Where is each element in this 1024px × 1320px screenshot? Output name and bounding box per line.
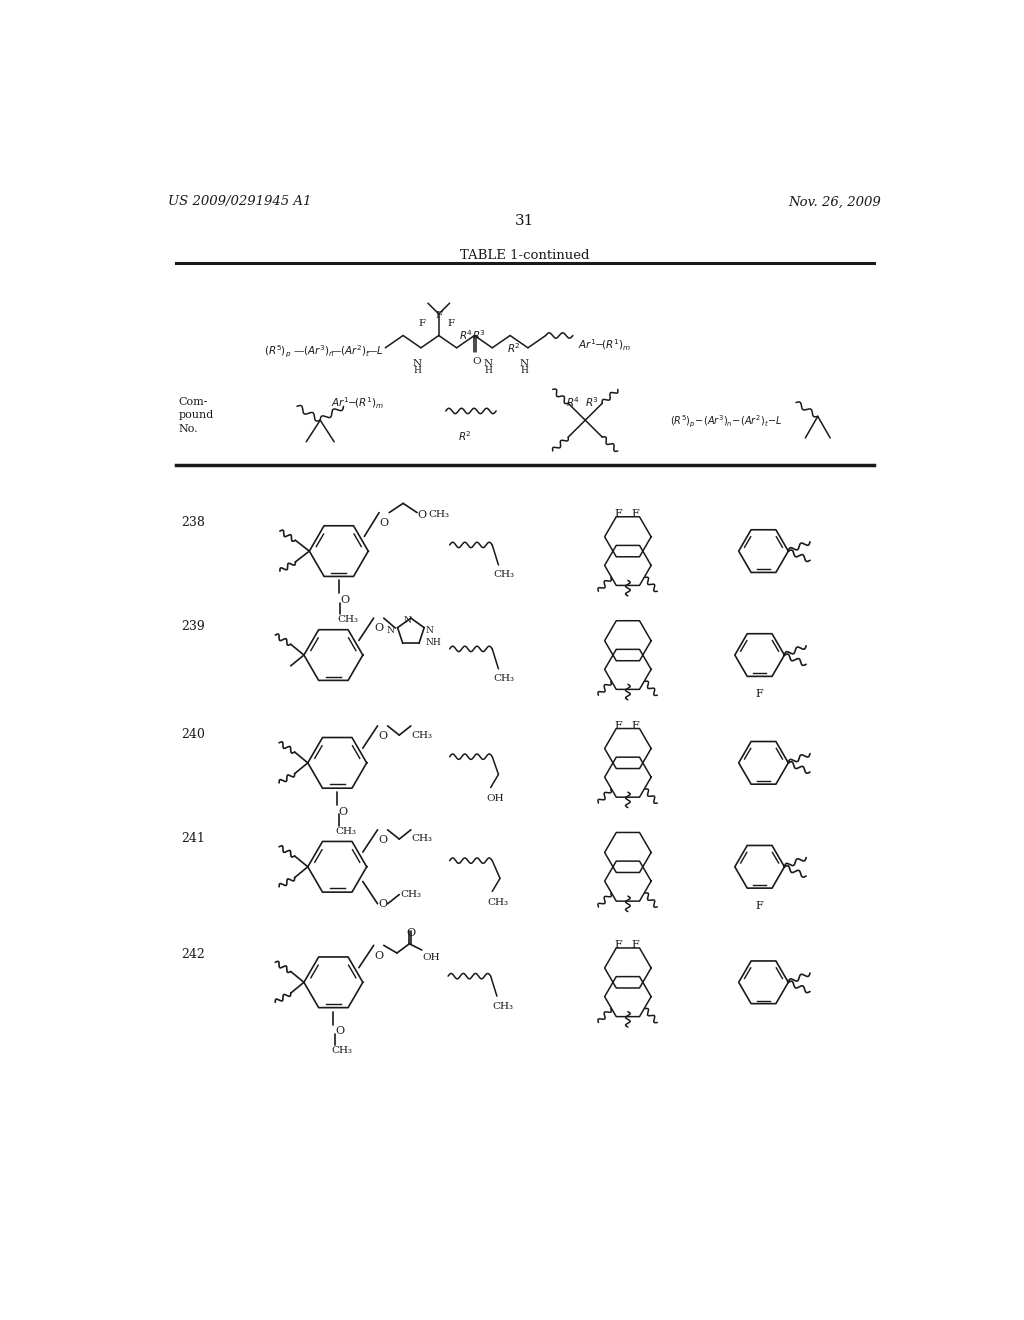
Text: CH₃: CH₃	[428, 511, 449, 519]
Text: $(R^5)_p$: $(R^5)_p$	[263, 345, 291, 360]
Text: CH₃: CH₃	[336, 826, 356, 836]
Text: CH₃: CH₃	[412, 834, 433, 843]
Text: $R^4$: $R^4$	[459, 327, 473, 342]
Text: $—L$: $—L$	[366, 345, 383, 356]
Text: F: F	[614, 721, 623, 731]
Text: 241: 241	[180, 832, 205, 845]
Text: O: O	[378, 899, 387, 909]
Text: H: H	[484, 366, 493, 375]
Text: TABLE 1-continued: TABLE 1-continued	[460, 249, 590, 263]
Text: CH₃: CH₃	[494, 570, 515, 579]
Text: H: H	[413, 366, 421, 375]
Text: F: F	[632, 721, 640, 731]
Text: CH₃: CH₃	[337, 615, 358, 624]
Text: $—(Ar^2)_t$: $—(Ar^2)_t$	[331, 345, 371, 359]
Text: OH: OH	[486, 793, 504, 803]
Text: F: F	[632, 510, 640, 519]
Text: F: F	[418, 318, 425, 327]
Text: Com-
pound
No.: Com- pound No.	[178, 397, 214, 433]
Text: N: N	[519, 359, 528, 367]
Text: NH: NH	[426, 638, 441, 647]
Text: O: O	[378, 836, 387, 845]
Text: 240: 240	[180, 729, 205, 742]
Text: F: F	[614, 510, 623, 519]
Text: O: O	[335, 1026, 344, 1036]
Text: $R^2$: $R^2$	[507, 342, 521, 355]
Text: CH₃: CH₃	[494, 675, 515, 684]
Text: $—(Ar^3)_n$: $—(Ar^3)_n$	[293, 345, 335, 359]
Text: 242: 242	[180, 948, 205, 961]
Text: Nov. 26, 2009: Nov. 26, 2009	[788, 195, 882, 209]
Text: $Ar^1\!\!-\!\!(R^1)_m$: $Ar^1\!\!-\!\!(R^1)_m$	[578, 338, 631, 354]
Text: N: N	[403, 615, 411, 624]
Text: $Ar^1\!\!-\!\!(R^1)_m$: $Ar^1\!\!-\!\!(R^1)_m$	[331, 396, 384, 411]
Text: O: O	[339, 807, 348, 817]
Text: O: O	[375, 623, 384, 634]
Text: US 2009/0291945 A1: US 2009/0291945 A1	[168, 195, 311, 209]
Text: $R^4$: $R^4$	[566, 396, 580, 409]
Text: O: O	[407, 928, 416, 939]
Text: N: N	[413, 359, 422, 367]
Text: O: O	[340, 595, 349, 605]
Text: OH: OH	[423, 953, 440, 962]
Text: O: O	[378, 731, 387, 742]
Text: F: F	[447, 318, 455, 327]
Text: 238: 238	[180, 516, 205, 529]
Text: O: O	[417, 511, 426, 520]
Text: F: F	[756, 689, 764, 698]
Text: H: H	[520, 366, 528, 375]
Text: O: O	[472, 358, 480, 366]
Text: N: N	[483, 359, 493, 367]
Text: F: F	[435, 312, 442, 319]
Text: $(R^5)_p\!-\!(Ar^3)_n\!-\!(Ar^2)_t\!-\!L$: $(R^5)_p\!-\!(Ar^3)_n\!-\!(Ar^2)_t\!-\!L…	[671, 414, 783, 430]
Text: F: F	[632, 940, 640, 950]
Text: 31: 31	[515, 214, 535, 228]
Text: $R^3$: $R^3$	[586, 396, 599, 409]
Text: F: F	[614, 940, 623, 950]
Text: O: O	[380, 517, 389, 528]
Text: N: N	[387, 626, 394, 635]
Text: CH₃: CH₃	[412, 730, 433, 739]
Text: CH₃: CH₃	[493, 1002, 513, 1011]
Text: N: N	[426, 626, 433, 635]
Text: $R^2$: $R^2$	[458, 429, 472, 444]
Text: F: F	[756, 900, 764, 911]
Text: O: O	[375, 950, 384, 961]
Text: $R^3$: $R^3$	[472, 327, 486, 342]
Text: CH₃: CH₃	[487, 898, 509, 907]
Text: CH₃: CH₃	[400, 890, 421, 899]
Text: CH₃: CH₃	[332, 1047, 353, 1055]
Text: 239: 239	[180, 620, 205, 634]
